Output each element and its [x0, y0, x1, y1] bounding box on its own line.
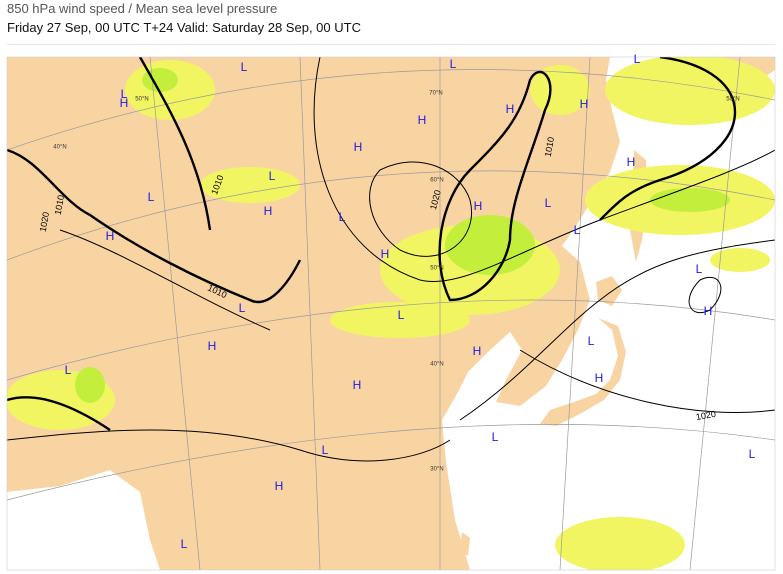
pressure-center: H	[120, 96, 129, 110]
latitude-labels: 50°N 40°N 70°N 60°N 50°N 50°N 40°N 30°N	[53, 91, 739, 473]
pressure-center: H	[473, 344, 482, 358]
pressure-center: L	[398, 308, 405, 322]
pressure-center: H	[627, 155, 636, 169]
isobars	[7, 57, 775, 462]
map-title: 850 hPa wind speed / Mean sea level pres…	[7, 1, 278, 16]
isobar-label: 1010	[53, 194, 66, 215]
latitude-label: 60°N	[430, 178, 443, 184]
pressure-center: L	[181, 537, 188, 551]
pressure-center: H	[208, 339, 217, 353]
taiwan	[460, 532, 470, 556]
pressure-center: H	[353, 378, 362, 392]
pressure-center: L	[339, 210, 346, 224]
latitude-label: 30°N	[430, 467, 443, 473]
pressure-center: L	[492, 430, 499, 444]
pressure-center: H	[275, 479, 284, 493]
pressure-center: H	[354, 140, 363, 154]
latitude-label: 50°N	[135, 97, 148, 103]
pressure-center: H	[580, 97, 589, 111]
map-body	[7, 57, 775, 570]
pressure-center: L	[121, 87, 128, 101]
outer-sea	[7, 470, 160, 570]
isobar-label: 1020	[38, 211, 51, 232]
map-frame	[6, 56, 776, 571]
pressure-center: L	[634, 52, 641, 66]
pressure-center: H	[704, 304, 713, 318]
pressure-centers: L L H L H H H L L H L H H H L L H L H L …	[65, 52, 756, 551]
pressure-center: L	[239, 301, 246, 315]
pressure-center: L	[696, 262, 703, 276]
latitude-label: 40°N	[53, 145, 66, 151]
pressure-center: L	[749, 447, 756, 461]
pressure-center: H	[106, 229, 115, 243]
latitude-label: 50°N	[430, 266, 443, 272]
pressure-center: H	[418, 113, 427, 127]
isobar-label: 1010	[543, 136, 556, 157]
map-subtitle: Friday 27 Sep, 00 UTC T+24 Valid: Saturd…	[7, 20, 361, 35]
pressure-center: L	[322, 443, 329, 457]
pressure-center: L	[269, 169, 276, 183]
pressure-center: L	[65, 363, 72, 377]
japan	[540, 150, 648, 426]
divider	[7, 44, 775, 45]
pressure-center: H	[264, 204, 273, 218]
graticule	[7, 57, 775, 570]
pressure-center: L	[450, 57, 457, 71]
pressure-center: L	[545, 196, 552, 210]
pressure-center: L	[241, 60, 248, 74]
isobar-label: 1020	[695, 409, 716, 422]
pressure-center: L	[574, 223, 581, 237]
pressure-center: H	[381, 247, 390, 261]
pressure-center: L	[588, 334, 595, 348]
latitude-label: 70°N	[429, 91, 442, 97]
pressure-center: H	[506, 102, 515, 116]
pressure-center: H	[474, 199, 483, 213]
latitude-label: 40°N	[430, 362, 443, 368]
pressure-center: H	[595, 371, 604, 385]
latitude-label: 50°N	[726, 97, 739, 103]
pressure-center: L	[148, 190, 155, 204]
